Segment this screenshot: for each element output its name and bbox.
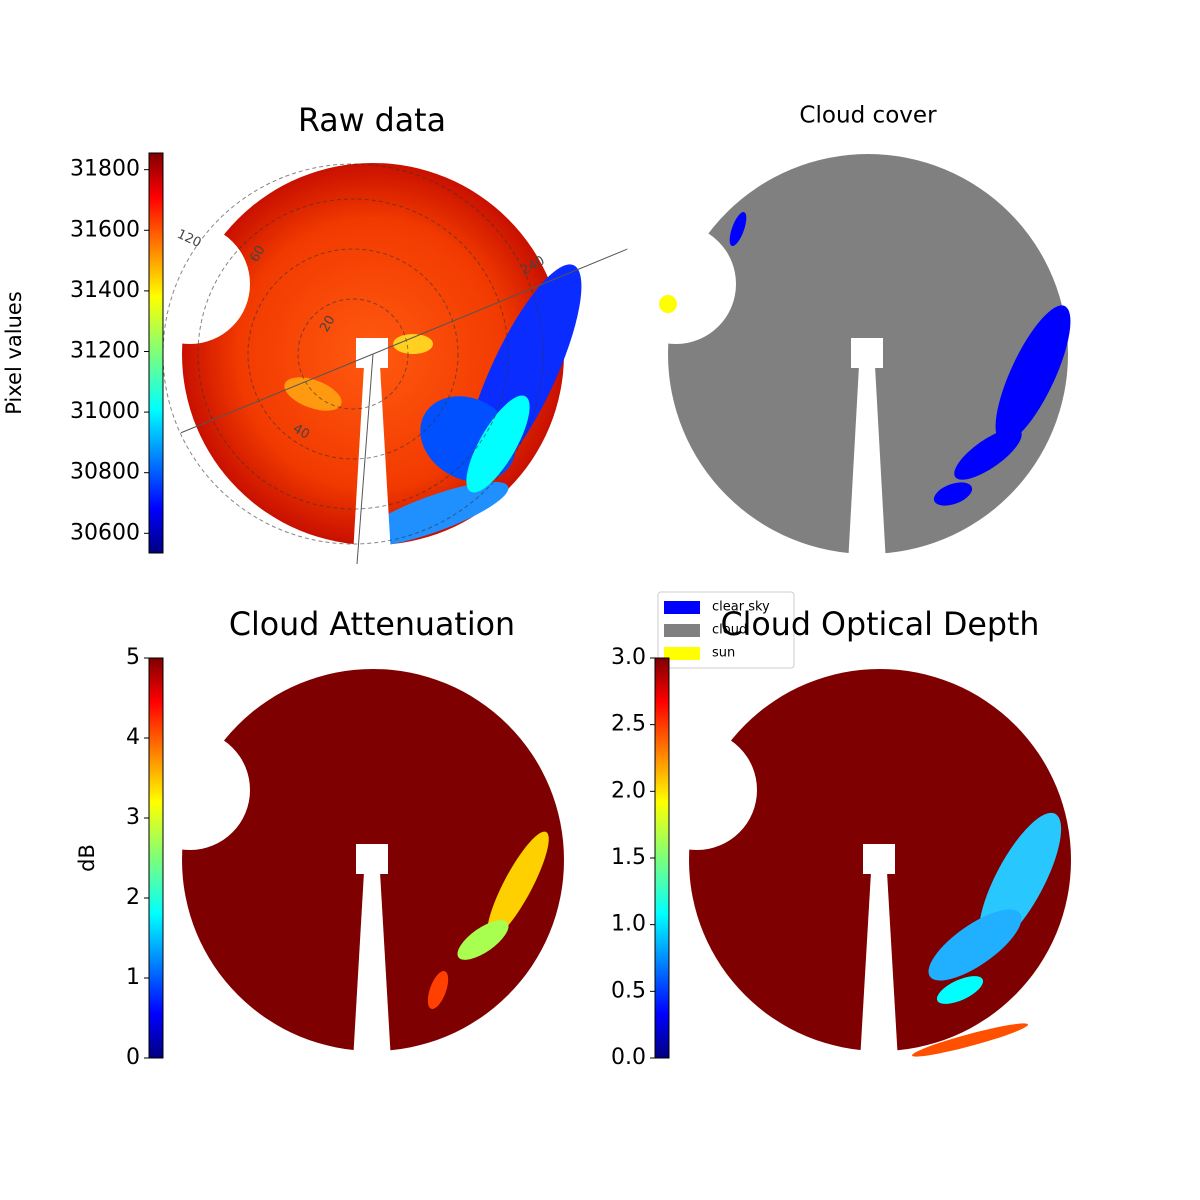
colorbar-tick-label: 3.0 bbox=[611, 645, 646, 670]
legend-swatch bbox=[664, 647, 700, 660]
colorbar-tick-label: 1.0 bbox=[611, 912, 646, 937]
cloud-region bbox=[427, 971, 449, 1009]
polar-grid bbox=[297, 298, 409, 410]
colorbar-label: Pixel values bbox=[2, 291, 26, 415]
colorbar-tick-label: 3 bbox=[126, 805, 140, 830]
colorbar-tick-label: 0 bbox=[126, 1045, 140, 1070]
panel-title: Cloud cover bbox=[799, 103, 937, 129]
polar-label: 60 bbox=[247, 243, 268, 265]
colorbar bbox=[148, 657, 164, 1059]
legend-label: cloud bbox=[712, 623, 747, 638]
colorbar-tick-label: 31400 bbox=[70, 278, 140, 303]
colorbar-tick-label: 0.5 bbox=[611, 978, 646, 1003]
colorbar-tick-label: 30600 bbox=[70, 520, 140, 545]
cloud-region bbox=[487, 831, 549, 939]
sun-marker bbox=[659, 295, 677, 313]
mask-arm bbox=[863, 844, 895, 874]
colorbar-tick-label: 2.0 bbox=[611, 778, 646, 803]
polar-axis bbox=[180, 353, 374, 434]
legend-label: clear sky bbox=[712, 600, 770, 615]
mask-arm bbox=[353, 366, 391, 555]
colorbar-tick-label: 2 bbox=[126, 885, 140, 910]
colorbar-tick-label: 0.0 bbox=[611, 1045, 646, 1070]
cloud-region bbox=[912, 1023, 1028, 1057]
colorbar-tick-label: 31000 bbox=[70, 399, 140, 424]
mask-notch bbox=[130, 730, 250, 850]
colorbar-tick-label: 4 bbox=[126, 725, 140, 750]
cloud-region bbox=[393, 334, 433, 354]
cloud-region bbox=[954, 428, 1022, 480]
mask-arm bbox=[860, 872, 898, 1061]
cloud-region bbox=[357, 481, 509, 547]
cloud-region bbox=[457, 920, 509, 960]
colorbar-tick-label: 2.5 bbox=[611, 712, 646, 737]
cloud-region bbox=[995, 305, 1071, 443]
cloud-region bbox=[928, 909, 1022, 981]
legend-label: sun bbox=[712, 646, 735, 661]
colorbar bbox=[654, 657, 670, 1059]
panel-title: Cloud Optical Depth bbox=[721, 607, 1040, 643]
panel-title: Cloud Attenuation bbox=[229, 607, 515, 643]
mask-arm bbox=[851, 338, 883, 368]
cloud-region bbox=[933, 482, 973, 506]
mask-notch bbox=[616, 224, 736, 344]
polar-label: 20 bbox=[317, 313, 338, 335]
cloud-region bbox=[466, 395, 530, 493]
colorbar-tick-label: 5 bbox=[126, 645, 140, 670]
mask-arm bbox=[353, 872, 391, 1061]
polar-axis bbox=[372, 238, 654, 355]
mask-arm bbox=[848, 366, 886, 564]
colorbar-tick-label: 1 bbox=[126, 965, 140, 990]
colorbar-tick-label: 31600 bbox=[70, 217, 140, 242]
legend-swatch bbox=[664, 624, 700, 637]
colorbar-tick-label: 30800 bbox=[70, 460, 140, 485]
cloud-region bbox=[729, 211, 747, 247]
colorbar-label: dB bbox=[75, 844, 99, 872]
cloud-region bbox=[936, 976, 984, 1004]
colorbar-tick-label: 31200 bbox=[70, 338, 140, 363]
colorbar bbox=[148, 152, 164, 554]
polar-grid bbox=[247, 248, 459, 460]
polar-label: 40 bbox=[290, 421, 312, 442]
legend-swatch bbox=[664, 601, 700, 614]
panel-title: Raw data bbox=[298, 103, 446, 139]
polar-axis bbox=[356, 353, 374, 565]
colorbar-tick-label: 1.5 bbox=[611, 845, 646, 870]
mask-arm bbox=[356, 844, 388, 874]
colorbar-tick-label: 31800 bbox=[70, 157, 140, 182]
polar-grid bbox=[197, 198, 509, 510]
